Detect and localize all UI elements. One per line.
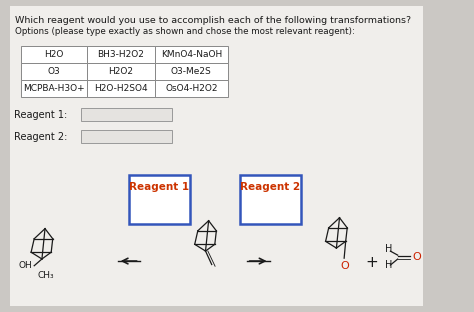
Text: KMnO4-NaOH: KMnO4-NaOH — [161, 50, 222, 59]
Bar — [128, 175, 191, 224]
Text: Options (please type exactly as shown and chose the most relevant reagent):: Options (please type exactly as shown an… — [15, 27, 355, 36]
Bar — [87, 63, 155, 80]
Text: Reagent 2: Reagent 2 — [240, 182, 301, 192]
Bar — [155, 80, 228, 96]
Text: +: + — [366, 255, 379, 270]
Text: H: H — [385, 244, 392, 254]
Text: H2O2: H2O2 — [109, 67, 133, 76]
Text: H2O-H2SO4: H2O-H2SO4 — [94, 84, 148, 93]
Bar — [21, 80, 87, 96]
Text: CH₃: CH₃ — [37, 271, 54, 280]
Bar — [21, 63, 87, 80]
Bar — [239, 175, 301, 224]
Text: Which reagent would you use to accomplish each of the following transformations?: Which reagent would you use to accomplis… — [15, 16, 411, 25]
Bar — [82, 109, 172, 121]
Bar — [87, 46, 155, 63]
Text: Reagent 2:: Reagent 2: — [14, 132, 67, 142]
Text: Reagent 1: Reagent 1 — [129, 182, 190, 192]
Text: OH: OH — [18, 261, 32, 270]
Bar — [82, 130, 172, 143]
Bar — [87, 80, 155, 96]
Text: Reagent 1:: Reagent 1: — [14, 110, 67, 120]
Bar — [21, 46, 87, 63]
Text: MCPBA-H3O+: MCPBA-H3O+ — [23, 84, 85, 93]
Text: H2O: H2O — [45, 50, 64, 59]
Bar — [155, 63, 228, 80]
Text: O3: O3 — [48, 67, 61, 76]
Text: O: O — [412, 252, 421, 262]
Bar — [155, 46, 228, 63]
Text: BH3-H2O2: BH3-H2O2 — [98, 50, 145, 59]
Text: O3-Me2S: O3-Me2S — [171, 67, 212, 76]
Text: H: H — [385, 260, 392, 270]
Text: O: O — [341, 261, 349, 271]
Text: OsO4-H2O2: OsO4-H2O2 — [165, 84, 218, 93]
